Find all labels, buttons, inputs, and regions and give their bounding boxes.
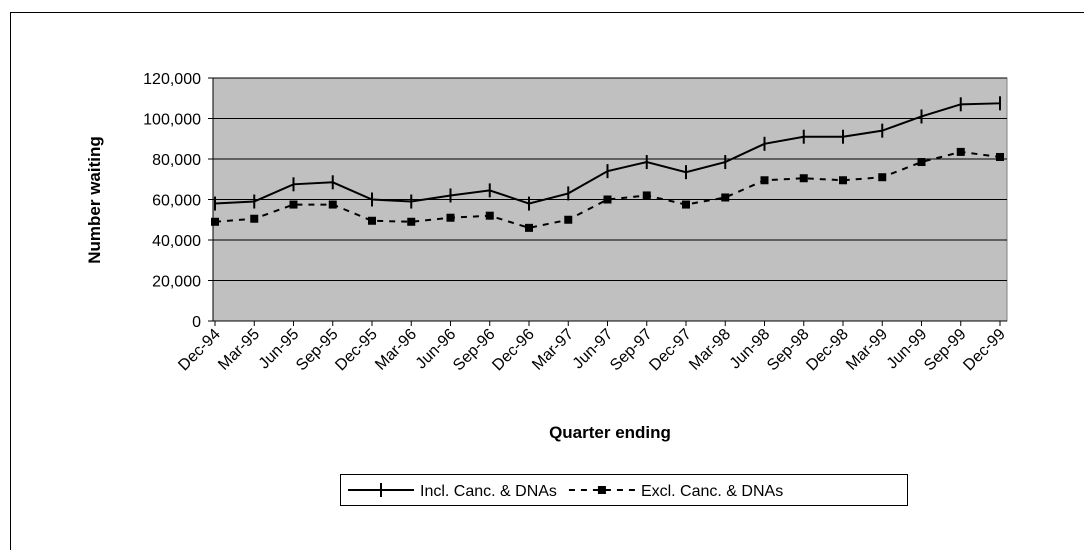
marker	[878, 173, 886, 181]
marker	[957, 148, 965, 156]
marker	[525, 224, 533, 232]
y-tick-label: 40,000	[152, 233, 201, 250]
marker	[800, 174, 808, 182]
y-tick-label: 120,000	[143, 71, 201, 88]
marker	[721, 193, 729, 201]
x-axis-title: Quarter ending	[549, 423, 671, 442]
marker	[250, 215, 258, 223]
legend-marker	[598, 486, 606, 494]
marker	[996, 153, 1004, 161]
marker	[682, 201, 690, 209]
y-tick-label: 60,000	[152, 193, 201, 210]
marker	[290, 201, 298, 209]
legend-label: Incl. Canc. & DNAs	[420, 483, 557, 500]
marker	[918, 158, 926, 166]
marker	[839, 176, 847, 184]
marker	[486, 212, 494, 220]
y-tick-label: 80,000	[152, 152, 201, 169]
marker	[329, 201, 337, 209]
marker	[447, 214, 455, 222]
marker	[604, 196, 612, 204]
y-tick-label: 0	[192, 314, 201, 331]
y-tick-label: 20,000	[152, 274, 201, 291]
marker	[761, 176, 769, 184]
y-axis-title: Number waiting	[85, 136, 104, 264]
y-tick-label: 100,000	[143, 112, 201, 129]
marker	[211, 218, 219, 226]
marker	[368, 217, 376, 225]
marker	[564, 216, 572, 224]
marker	[643, 191, 651, 199]
marker	[407, 218, 415, 226]
legend-label: Excl. Canc. & DNAs	[641, 483, 783, 500]
